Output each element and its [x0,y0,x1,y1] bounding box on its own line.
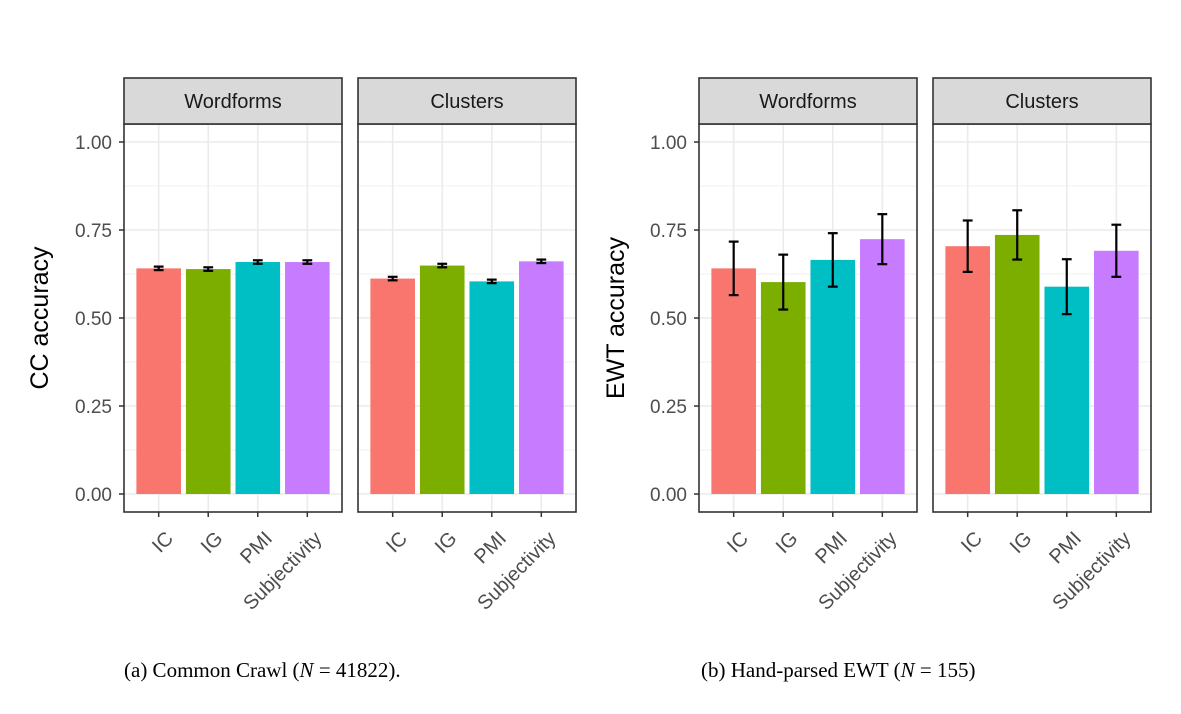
chart2-ytick-label: 0.00 [650,485,687,506]
chart1-facet2-bar-subjectivity [519,261,564,494]
chart2-ytick-label: 0.25 [650,397,687,418]
chart1-ytick-label: 0.00 [75,485,112,506]
caption-b-number: 155 [936,658,969,682]
caption-a-equals: = [313,658,336,682]
caption-b-prefix: (b) Hand-parsed EWT ( [701,658,901,682]
chart2-facet1-xtick-label: IG [772,528,802,558]
chart1-facet1-bar-ig [185,269,231,494]
caption-b-equals: = [914,658,937,682]
chart2-facet2-xtick-label: IC [957,528,987,558]
chart2-facet1-bar-pmi [810,259,856,494]
chart1-facet2-strip [357,77,577,125]
chart1-facet1-strip [123,77,343,125]
chart1-facet1-bar-ic [136,268,181,494]
chart1-facet1-bar-pmi [235,262,281,494]
chart1-ytick-label: 0.50 [75,309,112,330]
chart2-ytick-label: 0.50 [650,309,687,330]
chart2-facet2-xtick-label: PMI [1045,528,1086,569]
chart2-facet2-strip-title: Clusters [1005,91,1078,113]
chart2-facet1-bar-ic [711,268,756,494]
chart2-ylabel: EWT accuracy [602,236,630,399]
chart2-facet2-bar-pmi [1044,286,1090,494]
chart1-facet2-bar-ig [419,265,465,494]
chart1-ytick-label: 0.25 [75,397,112,418]
chart2-ytick-label: 0.75 [650,221,687,242]
caption-b: (b) Hand-parsed EWT (N = 155) [701,658,975,683]
chart2-ytick-label: 1.00 [650,133,687,154]
chart1-facet2-strip-title: Clusters [430,91,503,113]
chart1-ylabel: CC accuracy [26,246,54,390]
chart2-facet1-bar-ig [760,282,806,494]
caption-a-prefix: (a) Common Crawl ( [124,658,300,682]
chart2-facet1-xtick-label: PMI [811,528,852,569]
chart2-facet2-bar-subjectivity [1094,250,1139,494]
chart2-facet2-bar-ig [994,234,1040,495]
chart1-ytick-label: 1.00 [75,133,112,154]
chart1-facet2-bar-pmi [469,281,515,494]
chart2-facet2-strip [932,77,1152,125]
chart1-facet1-xtick-label: PMI [236,528,277,569]
chart2-facet1-xtick-label: IC [723,528,753,558]
caption-a-suffix: ). [388,658,401,682]
chart2-facet2-bar-ic [945,246,990,494]
chart2-facet2-xtick-label: IG [1006,528,1036,558]
caption-a: (a) Common Crawl (N = 41822). [124,658,401,683]
chart1-facet1-strip-title: Wordforms [184,91,281,113]
caption-a-variable: N [299,658,314,682]
chart2-facet1-strip-title: Wordforms [759,91,856,113]
chart1-facet1-xtick-label: IG [197,528,227,558]
chart1-facet2-xtick-label: IC [382,528,412,558]
chart1-ytick-label: 0.75 [75,221,112,242]
chart1-facet2-xtick-label: PMI [470,528,511,569]
chart1-facet2-xtick-label: IG [431,528,461,558]
chart1-facet1-xtick-label: IC [148,528,178,558]
caption-b-suffix: ) [968,658,976,682]
chart1-facet2-bar-ic [370,278,415,494]
chart2-facet1-strip [698,77,918,125]
chart1-facet1-bar-subjectivity [285,262,330,494]
caption-b-variable: N [900,658,915,682]
chart2-facet1-bar-subjectivity [860,239,905,494]
caption-a-number: 41822 [335,658,389,682]
